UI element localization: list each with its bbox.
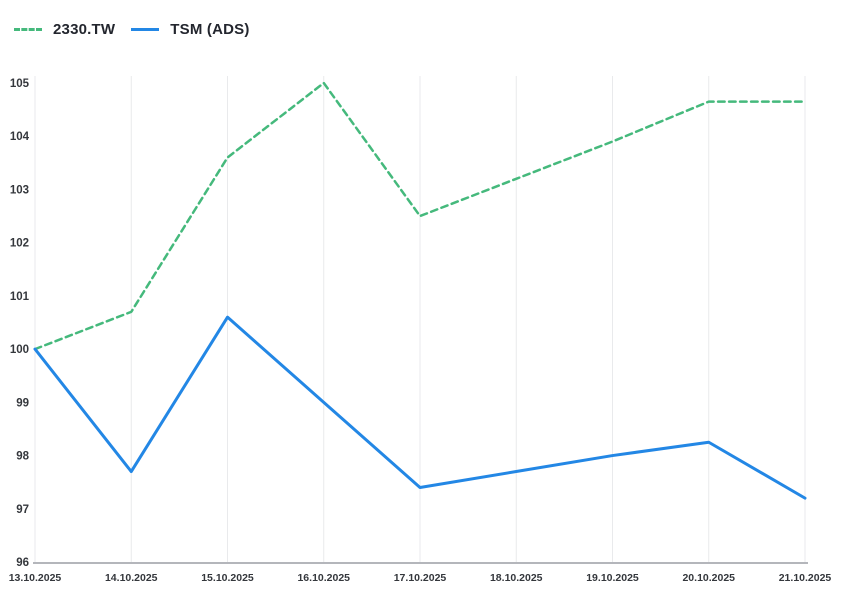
y-axis-tick-label: 103 (10, 184, 29, 196)
y-axis-tick-label: 105 (10, 78, 30, 90)
y-axis-tick-label: 99 (16, 397, 29, 409)
y-axis-tick-label: 100 (10, 344, 29, 356)
legend-label: TSM (ADS) (170, 21, 250, 38)
y-axis-tick-label: 96 (16, 557, 29, 569)
x-axis-tick-label: 14.10.2025 (105, 572, 158, 584)
x-axis-tick-label: 16.10.2025 (297, 572, 350, 584)
legend-label: 2330.TW (53, 21, 116, 38)
series-line-solid (33, 315, 807, 500)
x-axis-tick-label: 19.10.2025 (586, 572, 639, 584)
x-axis-tick-label: 20.10.2025 (682, 572, 735, 584)
x-axis-tick-label: 21.10.2025 (779, 572, 832, 584)
dashed-line-swatch-icon (14, 28, 42, 31)
y-axis-tick-label: 102 (10, 238, 29, 250)
x-axis-tick-label: 17.10.2025 (394, 572, 447, 584)
legend-item-2330tw[interactable]: 2330.TW (14, 22, 115, 37)
y-axis-tick-label: 97 (16, 504, 29, 516)
y-axis-tick-label: 98 (16, 451, 29, 463)
x-axis-tick-label: 15.10.2025 (201, 572, 254, 584)
chart-legend: 2330.TW TSM (ADS) (14, 22, 250, 37)
series-line-dashed (33, 81, 807, 351)
x-axis-tick-label: 18.10.2025 (490, 572, 543, 584)
solid-line-swatch-icon (131, 28, 160, 31)
y-axis-tick-label: 101 (10, 291, 30, 303)
y-axis-tick-label: 104 (10, 131, 30, 143)
legend-item-tsm-ads[interactable]: TSM (ADS) (131, 22, 249, 37)
x-axis-tick-label: 13.10.2025 (9, 572, 62, 584)
